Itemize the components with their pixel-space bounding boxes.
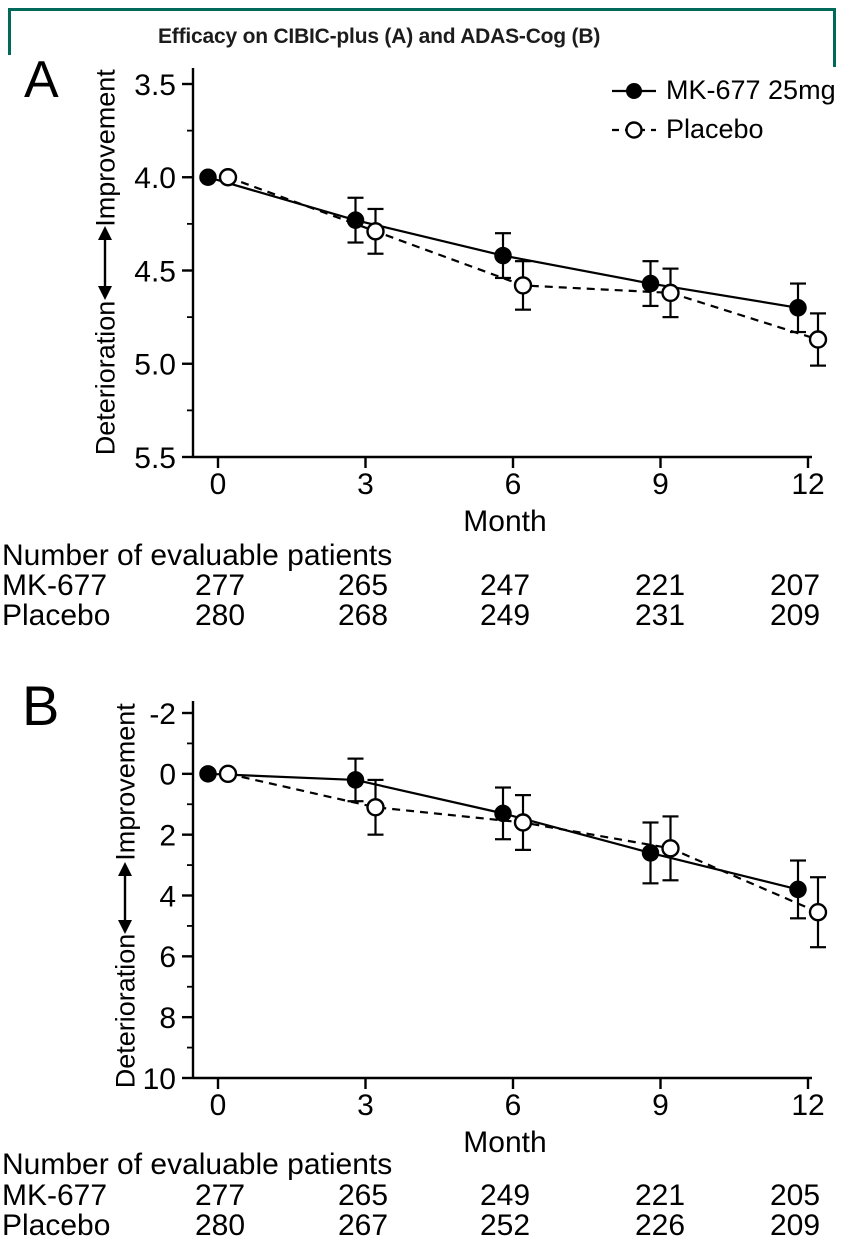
table-row-label: Placebo [2, 1209, 111, 1242]
patients-table-title-b: Number of evaluable patients [2, 1148, 393, 1181]
table-cell-value: 252 [479, 1209, 531, 1242]
data-point-filled [641, 844, 660, 862]
data-point-filled [641, 274, 660, 293]
table-cell-value: 265 [337, 1179, 389, 1212]
table-row-label: MK-677 [2, 1179, 108, 1212]
y-tick-label: 2 [159, 819, 176, 852]
open-circle-dashed-line-icon [612, 120, 656, 139]
frame-left-border [8, 8, 11, 55]
table-row: Placebo 280 267 252 226 209 [0, 1211, 841, 1241]
x-tick-label: 0 [210, 468, 227, 501]
table-cell-value: 249 [479, 599, 531, 632]
data-point-open [366, 222, 385, 241]
data-point-open [513, 276, 533, 295]
y-tick-label: 4.0 [134, 162, 176, 195]
table-cell-value: 221 [634, 1179, 686, 1212]
y-tick-label: -2 [149, 698, 176, 731]
table-cell-value: 209 [769, 1209, 821, 1242]
data-point-open [218, 764, 238, 784]
legend-label-mk677: MK-677 25mg [666, 75, 836, 105]
data-point-open [366, 798, 385, 817]
frame-top-border [8, 8, 836, 11]
data-point-filled [346, 771, 365, 789]
data-point-open [808, 330, 828, 349]
table-cell-value: 247 [479, 569, 531, 602]
legend-item-placebo: Placebo [612, 110, 836, 149]
filled-circle-solid-line-icon [612, 82, 656, 99]
patients-table-title-a: Number of evaluable patients [2, 539, 393, 572]
x-tick-label: 12 [791, 468, 824, 501]
legend-label-placebo: Placebo [666, 114, 764, 144]
x-tick-label: 12 [791, 1089, 824, 1122]
table-cell-value: 277 [194, 569, 246, 602]
table-cell-value: 207 [769, 569, 821, 602]
table-cell-value: 221 [634, 569, 686, 602]
y-tick-label: 4.5 [134, 255, 176, 288]
x-tick-label: 9 [652, 468, 669, 501]
x-tick-label: 0 [210, 1089, 227, 1122]
data-point-open [218, 168, 238, 187]
y-tick-label: 10 [143, 1063, 176, 1096]
data-point-filled [199, 168, 217, 186]
x-tick-label: 9 [652, 1089, 669, 1122]
legend-item-mk677: MK-677 25mg [612, 71, 836, 110]
table-cell-value: 277 [194, 1179, 246, 1212]
table-cell-value: 226 [634, 1209, 686, 1242]
table-cell-value: 267 [337, 1209, 389, 1242]
y-tick-label: 3.5 [134, 69, 176, 102]
data-point-open [661, 839, 680, 858]
table-row-label: MK-677 [2, 569, 108, 602]
x-tick-label: 6 [505, 468, 522, 501]
y-tick-label: 4 [159, 880, 176, 913]
up-down-arrow-icon-a [98, 226, 112, 300]
table-cell-value: 280 [194, 599, 246, 632]
x-tick-label: 3 [357, 1089, 374, 1122]
table-row: Placebo 280 268 249 231 209 [0, 601, 841, 631]
x-axis-title-b: Month [463, 1126, 547, 1159]
table-cell-value: 249 [479, 1179, 531, 1212]
y-tick-label: 6 [159, 941, 176, 974]
data-point-filled [199, 765, 217, 783]
figure-title: Efficacy on CIBIC-plus (A) and ADAS-Cog … [158, 25, 601, 48]
table-cell-value: 205 [769, 1179, 821, 1212]
data-point-filled [494, 804, 512, 823]
data-point-filled [789, 299, 807, 317]
table-cell-value: 231 [634, 599, 686, 632]
table-row-label: Placebo [2, 599, 111, 632]
y-tick-label: 5.5 [134, 442, 176, 475]
x-axis-title-a: Month [463, 505, 547, 538]
panel-a-label: A [24, 51, 59, 109]
y-tick-label: 5.0 [134, 349, 176, 382]
x-tick-label: 3 [357, 468, 374, 501]
frame-right-border [833, 8, 836, 67]
legend: MK-677 25mg Placebo [612, 71, 836, 149]
up-down-arrow-icon-b [118, 862, 132, 934]
table-cell-value: 209 [769, 599, 821, 632]
data-point-filled [789, 880, 807, 899]
x-tick-label: 6 [505, 1089, 522, 1122]
table-row: MK-677 277 265 249 221 205 [0, 1181, 841, 1211]
panel-b-label: B [22, 674, 60, 737]
table-cell-value: 268 [337, 599, 389, 632]
y-tick-label: 0 [159, 759, 176, 792]
data-point-open [513, 813, 533, 832]
data-point-open [661, 283, 680, 303]
data-point-filled [494, 246, 512, 265]
table-cell-value: 265 [337, 569, 389, 602]
table-row: MK-677 277 265 247 221 207 [0, 571, 841, 601]
table-cell-value: 280 [194, 1209, 246, 1242]
y-tick-label: 8 [159, 1002, 176, 1035]
data-point-open [808, 903, 828, 922]
